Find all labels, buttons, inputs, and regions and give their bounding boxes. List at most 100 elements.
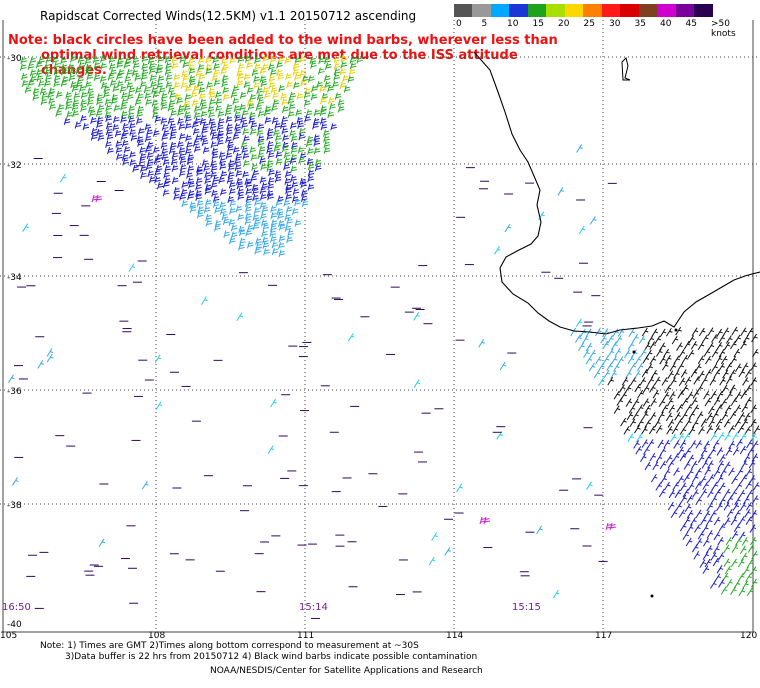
- wind-barb: [44, 68, 52, 76]
- wind-barb: [718, 363, 725, 372]
- wind-barb: [305, 109, 313, 117]
- wind-barb: [504, 223, 512, 233]
- wind-barb: [583, 349, 590, 358]
- wind-barb: [704, 355, 712, 365]
- wind-barb: [637, 389, 644, 399]
- wind-barb: [268, 81, 276, 89]
- wind-barb: [307, 169, 315, 177]
- lon-label-114: 114: [446, 631, 463, 641]
- wind-barb: [253, 81, 261, 89]
- wind-barb: [576, 144, 583, 153]
- wind-barb: [636, 362, 644, 372]
- wind-barb: [222, 86, 229, 94]
- wind-barb: [179, 157, 187, 165]
- wind-barb: [734, 334, 742, 344]
- wind-barb: [750, 362, 757, 371]
- wind-barb: [712, 439, 720, 449]
- scale-swatch: [509, 4, 528, 17]
- wind-barb: [280, 121, 287, 130]
- wind-barb: [750, 418, 757, 428]
- wind-barb: [343, 85, 351, 93]
- wind-barb: [538, 211, 545, 221]
- wind-barb: [724, 404, 732, 414]
- wind-barb: [750, 404, 757, 414]
- wind-barb: [270, 219, 278, 227]
- wind-barb: [77, 55, 85, 64]
- wind-barb: [277, 73, 284, 81]
- wind-barb: [53, 80, 60, 88]
- wind-barb: [129, 151, 136, 159]
- wind-barb: [171, 151, 179, 159]
- wind-barb: [298, 127, 306, 136]
- wind-barb: [267, 193, 274, 201]
- wind-barb: [624, 384, 632, 394]
- wind-barb: [256, 129, 264, 137]
- wind-barb: [189, 79, 196, 87]
- wind-barb: [740, 327, 747, 336]
- footer-credit: NOAA/NESDIS/Center for Satellite Applica…: [210, 666, 483, 676]
- wind-barb: [753, 425, 760, 434]
- wind-barb: [179, 193, 186, 201]
- wind-barb: [286, 205, 293, 214]
- wind-barb: [671, 335, 679, 345]
- wind-barb: [633, 440, 640, 449]
- wind-barb: [664, 481, 671, 491]
- wind-barb: [413, 379, 421, 388]
- wind-barb: [207, 105, 215, 113]
- wind-barb: [711, 363, 718, 373]
- wind-barb: [222, 93, 230, 101]
- lon-label-108: 108: [148, 631, 165, 641]
- wind-barb: [45, 73, 52, 82]
- wind-barb: [659, 460, 667, 470]
- wind-barb: [146, 151, 154, 159]
- wind-barb: [186, 157, 194, 165]
- wind-barb: [271, 116, 279, 125]
- wind-barb: [248, 116, 256, 125]
- wind-barb: [193, 145, 201, 153]
- scale-swatch: [583, 4, 602, 17]
- wind-barb: [634, 355, 642, 365]
- wind-barb: [98, 538, 106, 548]
- wind-barb: [137, 127, 145, 135]
- wind-barb: [182, 60, 190, 69]
- wind-barb: [666, 397, 674, 407]
- wind-barb: [257, 123, 265, 131]
- wind-barb: [229, 56, 237, 65]
- wind-barb: [220, 67, 227, 75]
- wind-barb: [289, 157, 297, 165]
- wind-barb: [201, 159, 209, 167]
- wind-barb: [313, 108, 321, 117]
- wind-barb: [742, 334, 750, 344]
- wind-barb: [161, 123, 169, 131]
- wind-barb: [291, 141, 298, 150]
- wind-barb: [210, 171, 217, 179]
- wind-barb: [171, 176, 179, 184]
- wind-barb: [743, 454, 751, 463]
- wind-barb: [719, 454, 726, 463]
- wind-barb: [739, 445, 747, 455]
- wind-barb: [154, 176, 161, 184]
- wind-barb: [678, 349, 686, 358]
- wind-barb: [254, 247, 261, 255]
- wind-barb: [717, 552, 725, 561]
- wind-barb: [121, 110, 128, 118]
- wind-barb: [211, 133, 218, 141]
- wind-barb: [234, 123, 241, 131]
- wind-barb: [254, 63, 261, 71]
- wind-barb: [327, 85, 334, 93]
- wind-barb: [241, 121, 248, 129]
- wind-barb: [213, 79, 221, 87]
- wind-barb: [171, 55, 179, 63]
- wind-barb: [205, 56, 212, 64]
- wind-barb: [690, 517, 697, 526]
- wind-barb: [192, 84, 200, 93]
- scale-label: 5: [481, 19, 488, 29]
- wind-barb: [249, 146, 256, 154]
- wind-barb: [109, 62, 116, 71]
- wind-barb: [744, 369, 752, 378]
- wind-barb: [588, 362, 596, 372]
- wind-barb: [70, 55, 77, 63]
- wind-barb: [155, 67, 163, 75]
- wind-barb: [680, 369, 688, 378]
- wind-barb: [217, 110, 225, 118]
